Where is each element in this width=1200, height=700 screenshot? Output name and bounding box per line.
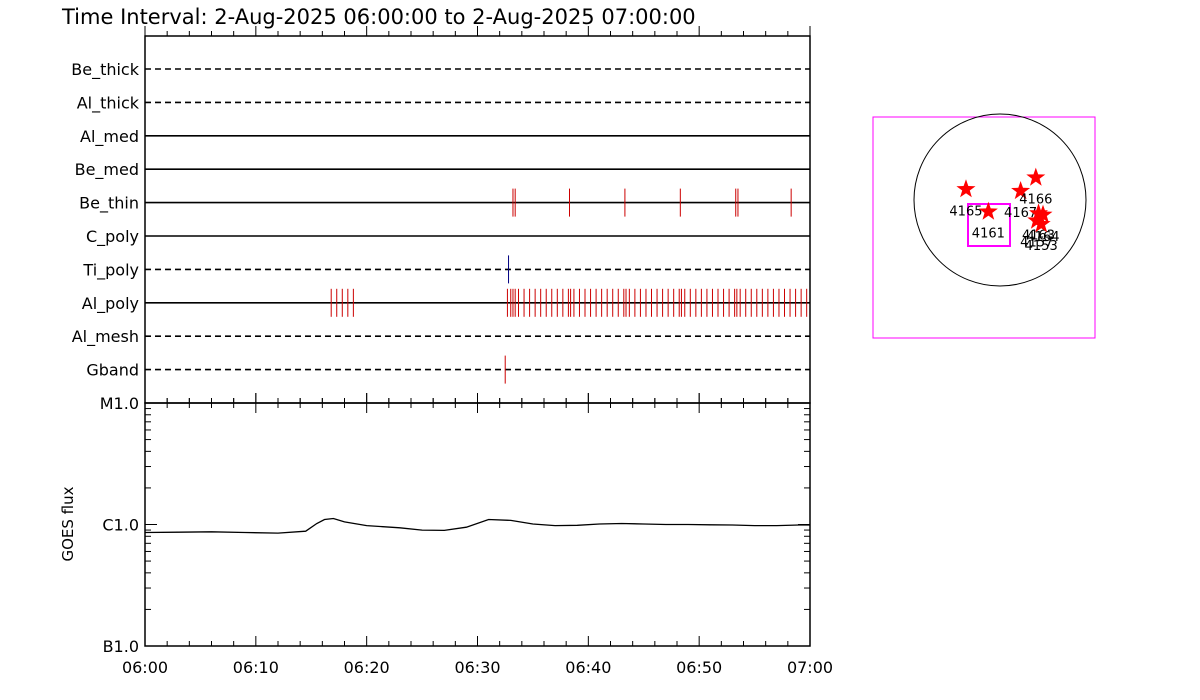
active-region-label: 4153 (1025, 239, 1058, 254)
x-tick-label: 06:20 (344, 658, 390, 677)
row-label: C_poly (86, 227, 139, 247)
row-label: Be_thick (71, 60, 139, 80)
row-label: Be_thin (79, 194, 139, 214)
x-tick-label: 06:10 (233, 658, 279, 677)
solar-limb (913, 113, 1087, 287)
chart-title: Time Interval: 2-Aug-2025 06:00:00 to 2-… (61, 5, 696, 29)
y-tick-label: M1.0 (100, 394, 139, 413)
active-region-star (1011, 181, 1031, 200)
active-region-star (956, 179, 976, 198)
active-region-label: 4167 (1004, 206, 1037, 221)
x-tick-label: 07:00 (787, 658, 833, 677)
row-label: Al_thick (77, 93, 140, 113)
row-label: Gband (86, 361, 139, 380)
y-tick-label: C1.0 (102, 516, 139, 535)
active-region-label: 4164 (1026, 230, 1059, 245)
active-region-label: 4163 (1022, 228, 1055, 243)
row-label: Al_mesh (72, 327, 139, 347)
x-tick-label: 06:40 (565, 658, 611, 677)
active-region-label: 4166 (1019, 193, 1052, 208)
row-label: Ti_poly (82, 260, 139, 280)
x-tick-label: 06:50 (676, 658, 722, 677)
x-tick-label: 06:00 (122, 658, 168, 677)
active-region-label: 4165 (949, 204, 982, 219)
active-region-star (1026, 167, 1046, 186)
x-tick-label: 06:30 (454, 658, 500, 677)
y-axis-label: GOES flux (59, 486, 77, 561)
goes-flux-line (144, 517, 810, 534)
active-region-label: 4157 (1020, 236, 1053, 251)
x-axis: 06:00 06:10 06:20 06:30 06:40 06:50 07:00 (122, 26, 833, 677)
row-label: Al_poly (82, 294, 139, 314)
active-region-star (978, 201, 998, 220)
active-region-star (1031, 214, 1051, 233)
active-region-star (1027, 210, 1047, 229)
y-tick-label: B1.0 (103, 637, 139, 656)
row-label: Al_med (80, 127, 139, 147)
active-region-label: 4161 (972, 227, 1005, 242)
row-label: Be_med (75, 160, 139, 180)
instrument-timeline-panel: Be_thick Al_thick Al_med Be_med Be_thin C_pol… (71, 35, 811, 404)
goes-flux-panel: GOES flux M1.0 C1.0 B1.0 (59, 394, 811, 656)
field-of-view-box (872, 116, 1096, 339)
timeline-frame (144, 35, 811, 404)
active-region-star (1033, 204, 1053, 223)
